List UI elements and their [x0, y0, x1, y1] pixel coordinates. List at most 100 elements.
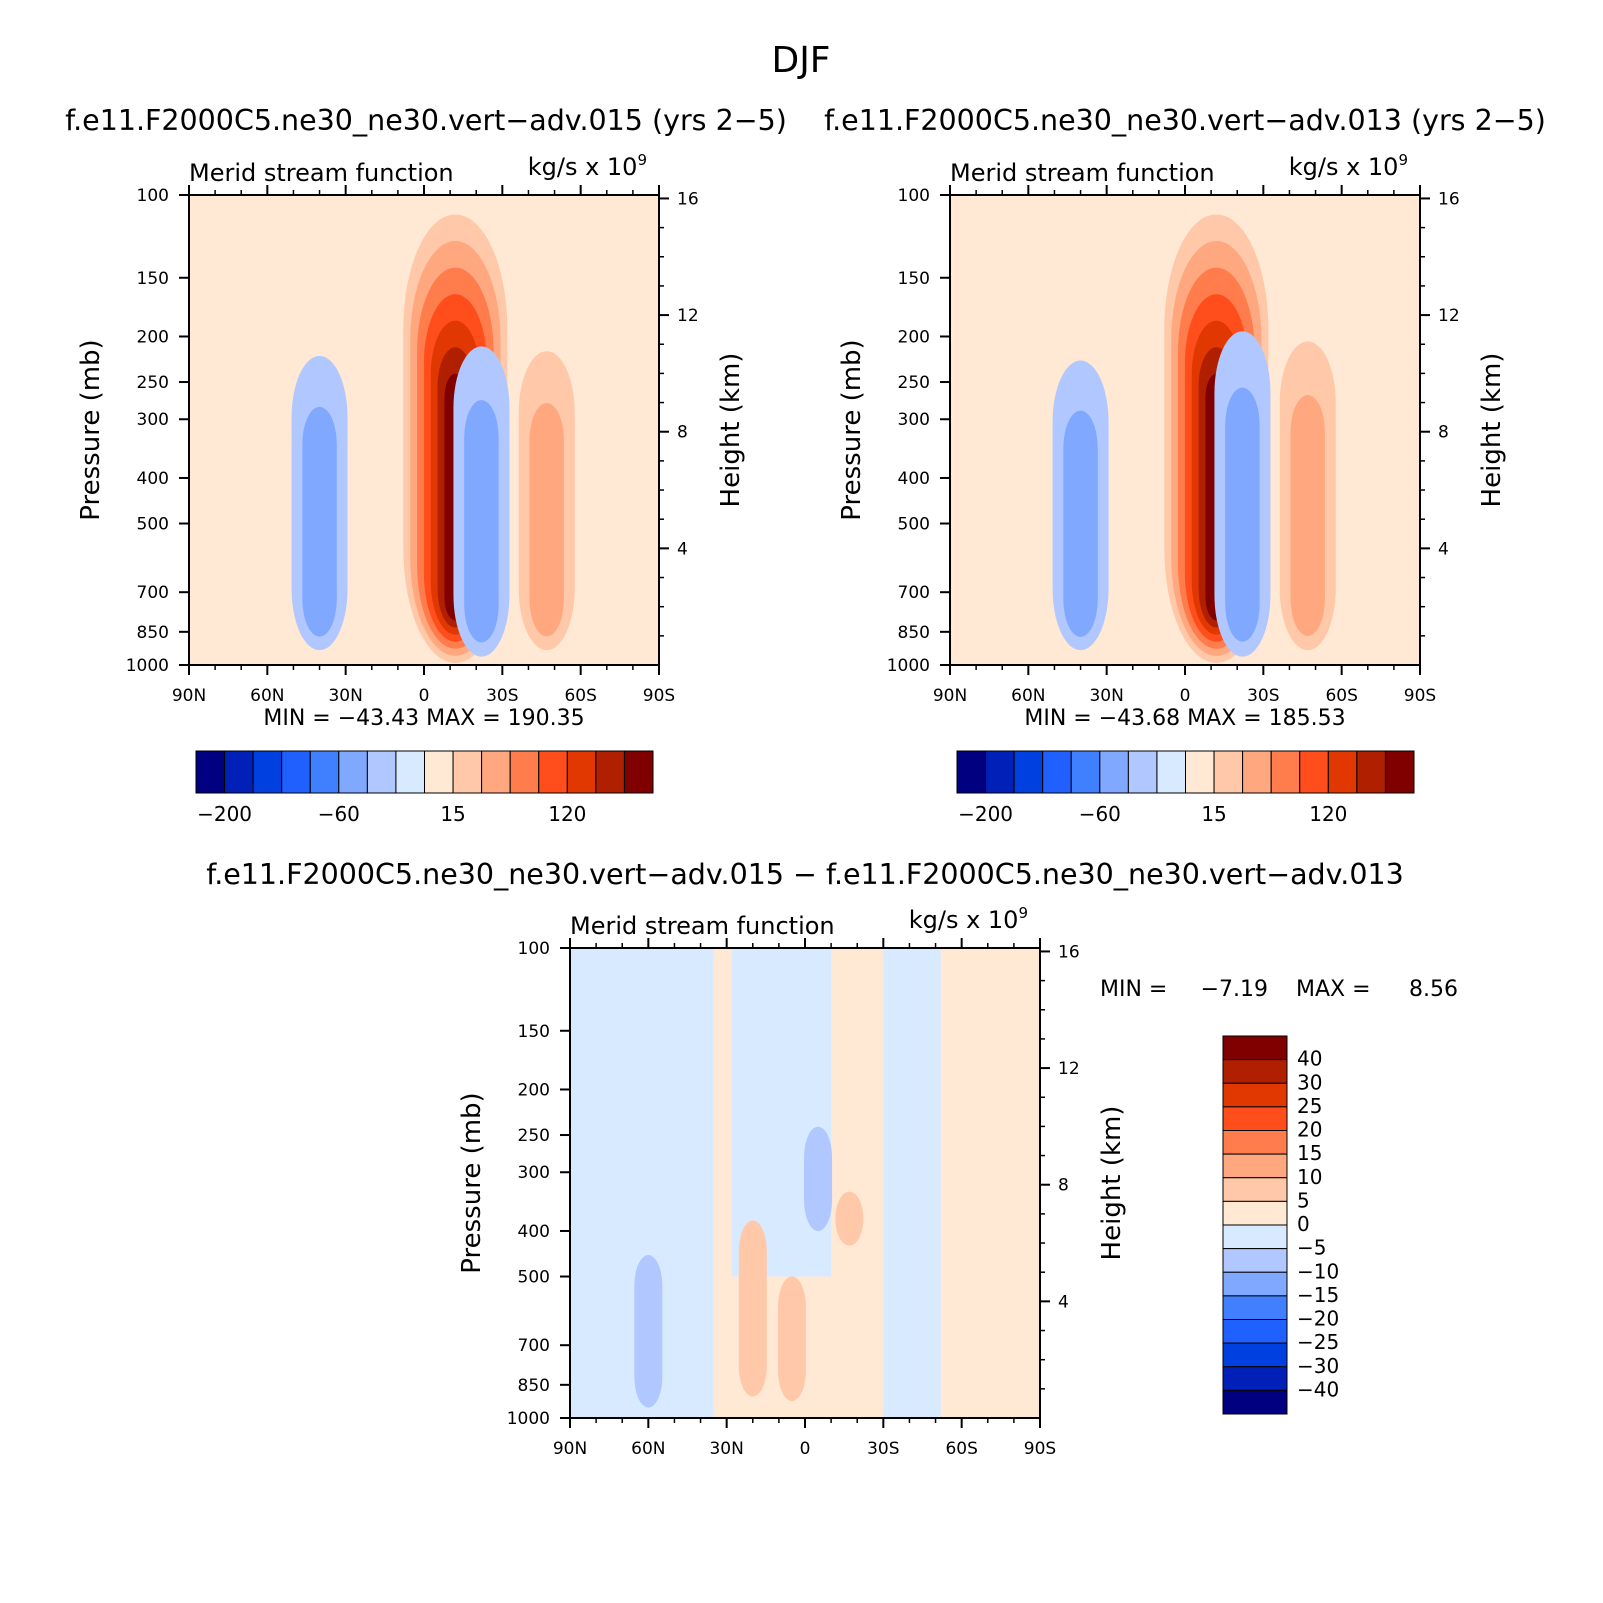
colorbar-label: 5 [1297, 1188, 1310, 1212]
y-tick-label: 850 [898, 623, 930, 643]
x-tick-label: 60N [250, 686, 284, 706]
y-tick-label: 100 [137, 186, 169, 206]
colorbar-label: −60 [318, 802, 360, 826]
colorbar-box [1222, 1389, 1288, 1415]
colorbar-label: 120 [548, 802, 586, 826]
contour-cell [1225, 387, 1260, 642]
right-tick-label: 8 [677, 423, 688, 443]
colorbar-box [281, 750, 311, 794]
colorbar-box [424, 750, 454, 794]
x-tick-label: 90S [643, 686, 675, 706]
colorbar-label: 15 [440, 802, 465, 826]
colorbar-box [1222, 1248, 1288, 1273]
colorbar-box [1222, 1200, 1288, 1226]
x-tick-label: 90S [1404, 686, 1436, 706]
min-value: −7.19 [1201, 977, 1268, 1002]
colorbar-box [195, 750, 226, 794]
y-tick-label: 250 [518, 1126, 550, 1146]
contour-fill [1052, 214, 1336, 663]
y-tick-label: 150 [898, 269, 930, 289]
colorbar-box [452, 750, 483, 794]
colorbar-box [956, 750, 987, 794]
min-max-label: MIN = −43.43 MAX = 190.35 [263, 706, 584, 731]
contour-cell [777, 1276, 806, 1401]
colorbar-box [1299, 750, 1329, 794]
colorbar-label: −20 [1297, 1307, 1339, 1331]
y-tick-label: 300 [518, 1163, 550, 1183]
units-exponent: 9 [637, 151, 647, 169]
colorbar-box [1013, 750, 1044, 794]
colorbar-label: −60 [1079, 802, 1121, 826]
colorbar-label: −30 [1297, 1354, 1339, 1378]
x-tick-label: 90N [172, 686, 206, 706]
units-base: kg/s x 10 [528, 153, 638, 181]
colorbar-label: 15 [1201, 802, 1226, 826]
right-tick-label: 4 [1438, 539, 1449, 559]
x-tick-label: 90N [933, 686, 967, 706]
colorbar-label: 120 [1309, 802, 1347, 826]
colorbar-box [538, 750, 568, 794]
colorbar-box [224, 750, 254, 794]
colorbar-label: −15 [1297, 1283, 1339, 1307]
colorbar-box [1127, 750, 1158, 794]
min-label: MIN = [1100, 977, 1167, 1002]
left-string: Merid stream function [570, 912, 835, 940]
x-tick-label: 30S [1247, 686, 1279, 706]
contour-fill [634, 948, 1040, 1418]
contour-cell [464, 400, 499, 643]
colorbar-box [395, 750, 425, 794]
y-tick-label: 200 [518, 1080, 550, 1100]
colorbar-box [623, 750, 654, 794]
x-tick-label: 30N [328, 686, 362, 706]
y-tick-label: 1000 [507, 1409, 550, 1429]
panel-title: f.e11.F2000C5.ne30_ne30.vert−adv.015 (yr… [65, 104, 787, 137]
y-tick-label: 150 [518, 1022, 550, 1042]
colorbar-label: 30 [1297, 1070, 1322, 1094]
panel-1: f.e11.F2000C5.ne30_ne30.vert−adv.015 (yr… [65, 104, 787, 826]
contour-fill [291, 214, 575, 663]
colorbar-box [1270, 750, 1301, 794]
right-tick-label: 8 [1438, 423, 1449, 443]
colorbar-label: 25 [1297, 1094, 1322, 1118]
colorbar-box [1222, 1366, 1288, 1391]
y-tick-label: 200 [898, 327, 930, 347]
y-tick-label: 100 [898, 186, 930, 206]
y-tick-label: 100 [518, 939, 550, 959]
contour-cell [835, 1191, 864, 1246]
panels: f.e11.F2000C5.ne30_ne30.vert−adv.015 (yr… [65, 104, 1546, 1459]
colorbar-box [1222, 1153, 1288, 1179]
units-label: kg/s x 109 [1289, 151, 1408, 181]
colorbar-box [1327, 750, 1358, 794]
colorbar-label: −5 [1297, 1236, 1326, 1260]
colorbar: −200 −60 15 120 [956, 750, 1415, 826]
colorbar-box [1222, 1177, 1288, 1202]
x-tick-label: 60N [631, 1439, 665, 1459]
colorbar-box [1222, 1342, 1288, 1368]
right-tick-label: 12 [677, 306, 699, 326]
colorbar-box [509, 750, 540, 794]
right-tick-label: 12 [1438, 306, 1460, 326]
colorbar-box [338, 750, 368, 794]
units-base: kg/s x 10 [909, 906, 1019, 934]
colorbar-box [985, 750, 1015, 794]
right-tick-label: 16 [677, 189, 699, 209]
y-tick-label: 700 [518, 1336, 550, 1356]
x-tick-label: 90N [553, 1439, 587, 1459]
x-tick-label: 30N [709, 1439, 743, 1459]
min-max-label: MIN = −43.68 MAX = 185.53 [1024, 706, 1345, 731]
y-axis-label: Pressure (mb) [76, 339, 106, 520]
panel-title: f.e11.F2000C5.ne30_ne30.vert−adv.013 (yr… [824, 104, 1546, 137]
right-tick-label: 16 [1438, 189, 1460, 209]
contour-cell [634, 1255, 663, 1408]
colorbar-box [1042, 750, 1072, 794]
contour-cell [302, 406, 337, 637]
contour-cell [529, 402, 564, 637]
y-axis-right-label: Height (km) [716, 353, 746, 508]
units-base: kg/s x 10 [1289, 153, 1399, 181]
colorbar-box [1222, 1082, 1288, 1108]
colorbar-label: 10 [1297, 1165, 1322, 1189]
colorbar-box [1222, 1035, 1288, 1061]
y-tick-label: 850 [137, 623, 169, 643]
colorbar-box [1213, 750, 1244, 794]
colorbar-label: 15 [1297, 1141, 1322, 1165]
